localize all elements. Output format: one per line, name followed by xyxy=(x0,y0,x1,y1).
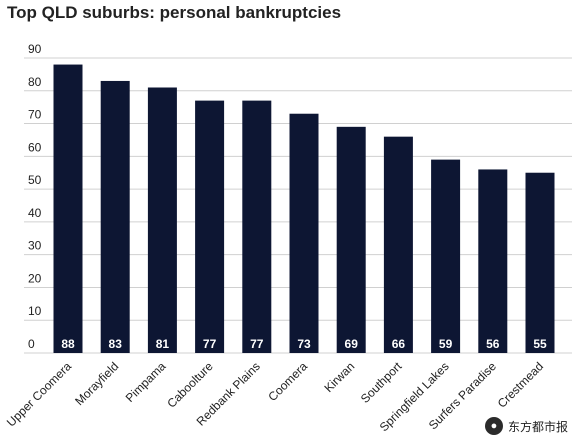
y-tick-label-10: 10 xyxy=(28,304,42,318)
data-label-10: 56 xyxy=(486,337,500,351)
data-label-8: 66 xyxy=(392,337,406,351)
x-tick-label-11: Crestmead xyxy=(495,359,546,410)
bar-6 xyxy=(289,113,319,353)
speech-bubble-logo-icon: ● xyxy=(484,417,503,435)
x-tick-label-2: Morayfield xyxy=(72,359,121,408)
y-tick-label-20: 20 xyxy=(28,271,42,285)
data-label-11: 55 xyxy=(533,337,547,351)
x-tick-label-1: Upper Coomera xyxy=(4,359,74,429)
bar-2 xyxy=(100,80,130,353)
bar-7 xyxy=(336,126,366,353)
y-tick-label-50: 50 xyxy=(28,173,42,187)
bar-11 xyxy=(525,172,555,353)
y-tick-label-90: 90 xyxy=(28,42,42,56)
bar-4 xyxy=(195,100,225,353)
watermark: ● 东方都市报 xyxy=(484,417,568,435)
bar-3 xyxy=(147,87,177,353)
data-label-4: 77 xyxy=(203,337,217,351)
data-label-5: 77 xyxy=(250,337,264,351)
x-tick-label-6: Coomera xyxy=(265,359,310,404)
data-label-6: 73 xyxy=(297,337,311,351)
x-tick-label-7: Kirwan xyxy=(321,359,357,395)
bar-1 xyxy=(53,64,83,354)
data-label-9: 59 xyxy=(439,337,453,351)
y-tick-label-40: 40 xyxy=(28,206,42,220)
y-tick-label-60: 60 xyxy=(28,140,42,154)
bar-10 xyxy=(478,169,508,353)
data-label-2: 83 xyxy=(109,337,123,351)
y-tick-label-0: 0 xyxy=(28,337,35,351)
bar-9 xyxy=(431,159,461,353)
bar-8 xyxy=(383,136,413,353)
y-tick-label-80: 80 xyxy=(28,75,42,89)
watermark-text: 东方都市报 xyxy=(507,419,568,434)
data-label-7: 69 xyxy=(345,337,359,351)
bar-5 xyxy=(242,100,272,353)
x-tick-label-3: Pimpama xyxy=(123,359,169,405)
chart-title: Top QLD suburbs: personal bankruptcies xyxy=(7,3,342,22)
data-label-1: 88 xyxy=(61,337,75,351)
y-tick-label-70: 70 xyxy=(28,108,42,122)
y-tick-label-30: 30 xyxy=(28,239,42,253)
x-tick-label-8: Southport xyxy=(358,359,405,406)
data-label-3: 81 xyxy=(156,337,170,351)
